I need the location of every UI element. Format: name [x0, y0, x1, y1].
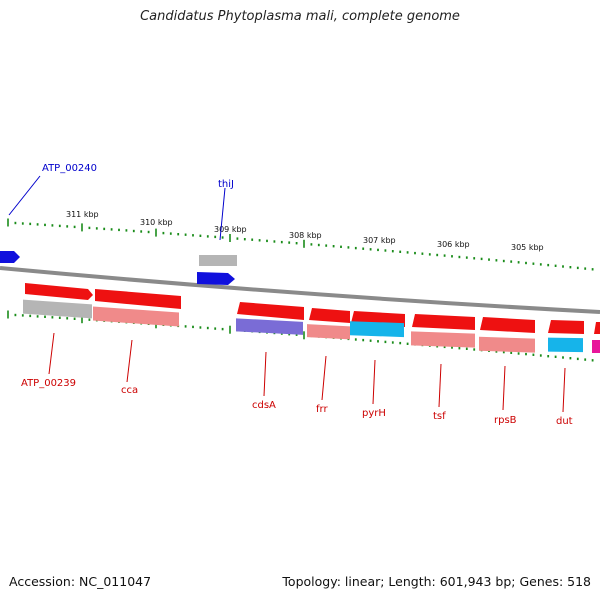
- gene-arrow-tsf[interactable]: [412, 314, 475, 330]
- gene-label-cca[interactable]: cca: [121, 385, 138, 396]
- gene-label-frr[interactable]: frr: [316, 404, 328, 415]
- gene-label-dut[interactable]: dut: [556, 416, 573, 427]
- top-strand-genes: [0, 251, 237, 285]
- gene-label-tsf[interactable]: tsf: [433, 411, 446, 422]
- gene-label-atp00240[interactable]: ATP_00240: [42, 163, 97, 174]
- scale-label-305: 305 kbp: [511, 243, 544, 252]
- scale-label-310: 310 kbp: [140, 218, 173, 227]
- gene-box-frr[interactable]: [307, 324, 350, 340]
- gene-label-atp00239[interactable]: ATP_00239: [21, 378, 76, 389]
- gene-label-cdsa[interactable]: cdsA: [252, 400, 276, 411]
- scale-label-311: 311 kbp: [66, 210, 99, 219]
- scale-label-309: 309 kbp: [214, 225, 247, 234]
- gene-labels-bottom: ATP_00239 cca cdsA frr pyrH tsf rpsB dut: [21, 378, 573, 427]
- gene-feature-thij-grey[interactable]: [199, 255, 237, 266]
- gene-arrow-dut[interactable]: [548, 320, 584, 334]
- gene-arrow-atp00240[interactable]: [0, 251, 20, 263]
- genome-summary-text: Topology: linear; Length: 601,943 bp; Ge…: [282, 574, 591, 589]
- gene-arrow-cca[interactable]: [95, 289, 181, 309]
- scale-label-308: 308 kbp: [289, 231, 322, 240]
- scale-label-306: 306 kbp: [437, 240, 470, 249]
- gene-arrow-rpsb[interactable]: [480, 317, 535, 333]
- gene-labels-top: ATP_00240 thiJ: [42, 163, 234, 190]
- leader-lines-bottom: [48, 332, 566, 413]
- scale-label-307: 307 kbp: [363, 236, 396, 245]
- gene-box-tsf[interactable]: [411, 331, 475, 348]
- gene-box-cdsa[interactable]: [236, 318, 303, 335]
- gene-box-dut[interactable]: [548, 337, 583, 353]
- gene-box-rpsb[interactable]: [479, 336, 535, 353]
- scale-labels: 311 kbp 310 kbp 309 kbp 308 kbp 307 kbp …: [66, 210, 544, 252]
- gene-arrow-atp00239[interactable]: [25, 283, 93, 300]
- gene-arrow-cdsa[interactable]: [237, 302, 304, 320]
- genome-backbone: [0, 266, 600, 314]
- gene-label-thij[interactable]: thiJ: [218, 179, 234, 190]
- gene-box-atp00239[interactable]: [23, 299, 92, 319]
- gene-box-cca[interactable]: [93, 306, 179, 327]
- leader-lines-top: [8, 175, 226, 241]
- gene-arrow-partial[interactable]: [594, 322, 600, 334]
- gene-arrow-frr[interactable]: [309, 308, 350, 323]
- gene-arrow-thij[interactable]: [197, 272, 235, 285]
- map-title: Candidatus Phytoplasma mali, complete ge…: [140, 9, 460, 24]
- scale-ticks-top: [7, 218, 594, 271]
- bottom-strand-genes: [23, 283, 600, 353]
- gene-label-rpsb[interactable]: rpsB: [494, 415, 517, 426]
- gene-box-partial[interactable]: [592, 340, 600, 353]
- gene-box-pyrh[interactable]: [350, 321, 404, 338]
- accession-text: Accession: NC_011047: [9, 574, 152, 589]
- gene-label-pyrh[interactable]: pyrH: [362, 408, 386, 419]
